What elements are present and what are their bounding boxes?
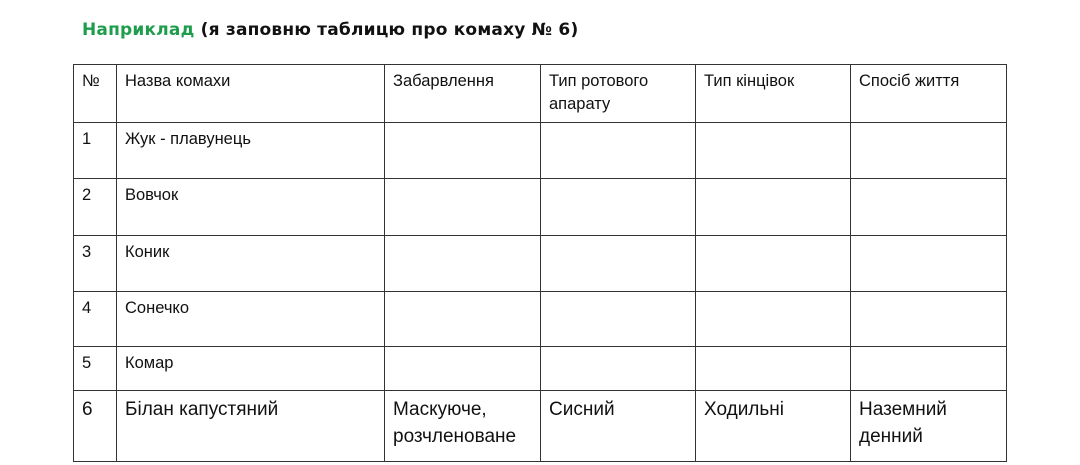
table-cell bbox=[540, 291, 696, 347]
table-cell: Комар bbox=[116, 346, 385, 391]
table-cell bbox=[540, 346, 696, 391]
heading-highlight: Наприклад bbox=[82, 20, 195, 40]
table-cell bbox=[384, 346, 541, 391]
table-cell bbox=[695, 122, 851, 179]
table-row: 6 Білан капустяний Маскуюче, розчленоване С… bbox=[73, 390, 1007, 462]
table-cell bbox=[384, 291, 541, 347]
table-cell bbox=[384, 235, 541, 292]
table-cell: 2 bbox=[73, 178, 117, 236]
table-cell bbox=[695, 291, 851, 347]
table-cell bbox=[695, 346, 851, 391]
table-cell bbox=[540, 178, 696, 236]
table-cell: Наземний денний bbox=[850, 390, 1007, 462]
table-cell bbox=[850, 291, 1007, 347]
table-cell: 5 bbox=[73, 346, 117, 391]
heading-text: (я заповню таблицю про комаху № 6) bbox=[200, 20, 579, 40]
table-row: 5 Комар bbox=[73, 346, 1007, 391]
table-cell: Коник bbox=[116, 235, 385, 292]
table-cell bbox=[695, 178, 851, 236]
insects-table: № Назва комахи Забарвлення Тип ротового … bbox=[73, 64, 1007, 462]
table-cell: Сонечко bbox=[116, 291, 385, 347]
table-cell: Сисний bbox=[540, 390, 696, 462]
table-cell: Маскуюче, розчленоване bbox=[384, 390, 541, 462]
table-cell: 1 bbox=[73, 122, 117, 179]
table-row: 4 Сонечко bbox=[73, 291, 1007, 347]
table-cell bbox=[540, 235, 696, 292]
table-cell: 4 bbox=[73, 291, 117, 347]
header-cell: Назва комахи bbox=[116, 64, 385, 123]
table-cell bbox=[384, 178, 541, 236]
table-cell bbox=[850, 346, 1007, 391]
table-cell bbox=[384, 122, 541, 179]
table-cell bbox=[695, 235, 851, 292]
table-cell bbox=[850, 122, 1007, 179]
table-cell bbox=[850, 178, 1007, 236]
table-cell bbox=[850, 235, 1007, 292]
table-cell: Ходильні bbox=[695, 390, 851, 462]
header-cell: Спосіб життя bbox=[850, 64, 1007, 123]
table-cell: Білан капустяний bbox=[116, 390, 385, 462]
table-row: 1 Жук - плавунець bbox=[73, 122, 1007, 179]
table-cell: Жук - плавунець bbox=[116, 122, 385, 179]
table-cell: Вовчок bbox=[116, 178, 385, 236]
table-row: 2 Вовчок bbox=[73, 178, 1007, 236]
table-cell bbox=[540, 122, 696, 179]
header-cell: Тип кінцівок bbox=[695, 64, 851, 123]
header-cell: Тип ротового апарату bbox=[540, 64, 696, 123]
header-cell: Забарвлення bbox=[384, 64, 541, 123]
table-cell: 3 bbox=[73, 235, 117, 292]
table-cell: 6 bbox=[73, 390, 117, 462]
page-heading: Наприклад (я заповню таблицю про комаху … bbox=[82, 20, 578, 40]
header-row: № Назва комахи Забарвлення Тип ротового … bbox=[73, 64, 1007, 123]
table-row: 3 Коник bbox=[73, 235, 1007, 292]
header-cell: № bbox=[73, 64, 117, 123]
